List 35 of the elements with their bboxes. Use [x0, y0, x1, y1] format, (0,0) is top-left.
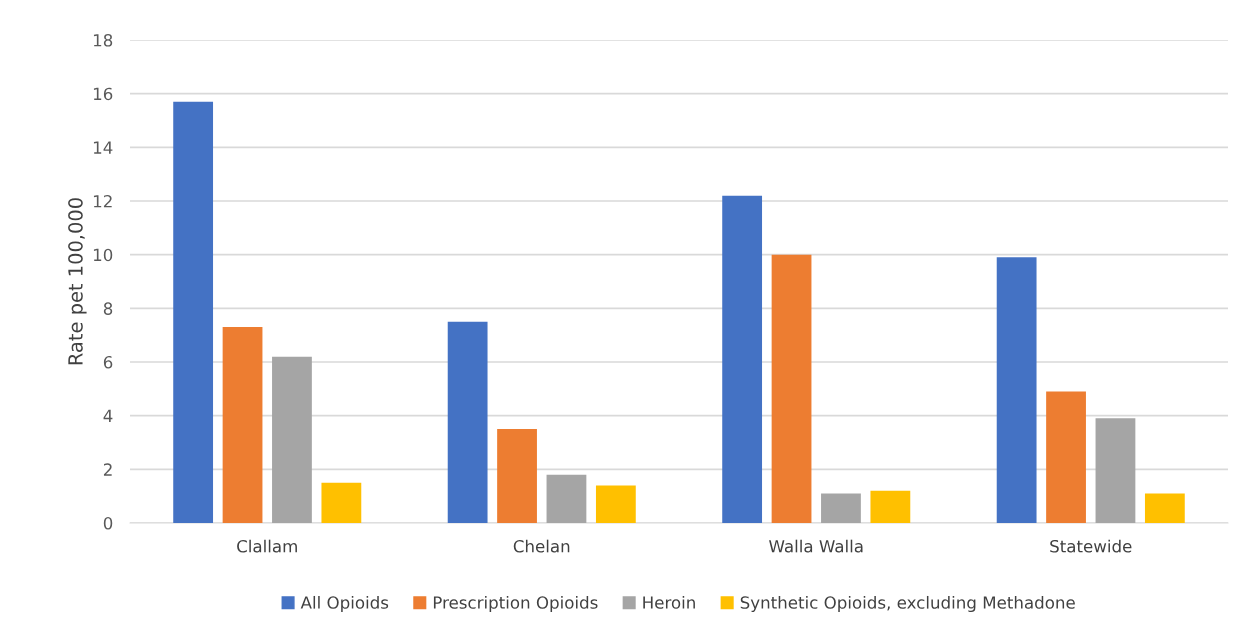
- x-tick-label: Chelan: [513, 539, 570, 553]
- y-tick-label: 12: [93, 194, 112, 208]
- x-tick-label: Statewide: [1050, 539, 1132, 553]
- y-tick-label: 16: [93, 87, 113, 101]
- bar: [1046, 391, 1086, 523]
- legend-label: Heroin: [643, 595, 695, 609]
- x-tick-label: Walla Walla: [769, 539, 863, 553]
- bar: [821, 493, 861, 523]
- y-tick-label: 4: [103, 409, 113, 422]
- y-axis-title: Rate pet 100,000: [68, 198, 87, 365]
- y-tick-label: 14: [93, 141, 113, 154]
- bar: [272, 356, 312, 523]
- y-tick-label: 8: [103, 302, 113, 315]
- bar: [173, 101, 214, 523]
- y-tick-label: 18: [93, 33, 113, 47]
- legend-label: All Opioids: [300, 595, 389, 613]
- bar: [771, 254, 812, 523]
- legend-label: Prescription Opioids: [433, 595, 598, 613]
- x-tick-label: Clallam: [237, 539, 297, 553]
- bar: [870, 490, 911, 523]
- y-tick-label: 2: [103, 463, 112, 476]
- y-tick-label: 10: [93, 248, 113, 262]
- y-tick-label: 6: [103, 355, 113, 369]
- bar: [546, 474, 587, 523]
- bar: [321, 482, 362, 523]
- bar: [722, 195, 763, 523]
- bar: [595, 485, 636, 523]
- bar: [1095, 418, 1136, 523]
- bar: [996, 257, 1037, 523]
- legend-label: Synthetic Opioids, excluding Methadone: [740, 595, 1075, 613]
- bar: [497, 429, 537, 523]
- bar: [447, 321, 488, 523]
- y-tick-label: 0: [103, 516, 113, 530]
- bar: [222, 327, 263, 523]
- bar: [1144, 493, 1185, 523]
